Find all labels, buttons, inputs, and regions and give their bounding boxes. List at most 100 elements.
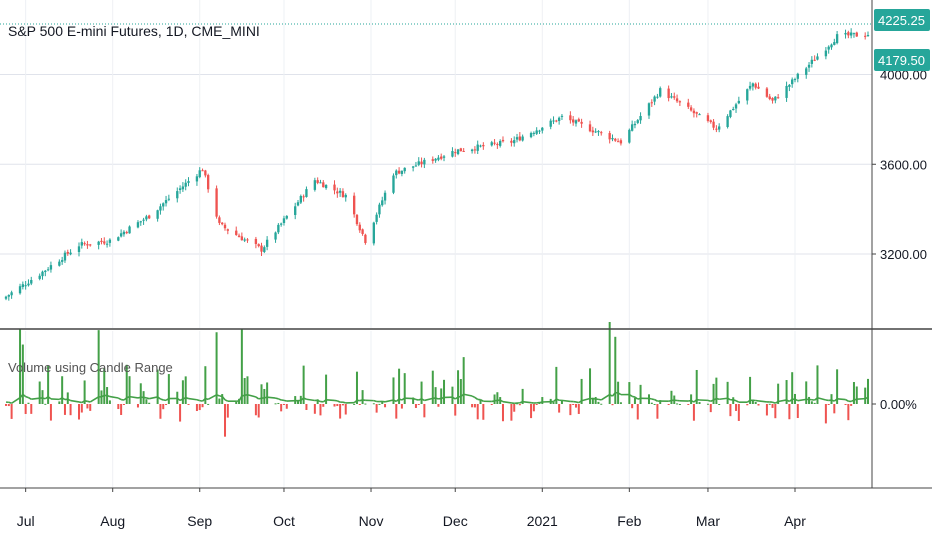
oscillator-average-line bbox=[398, 398, 403, 401]
oscillator-bar bbox=[195, 404, 198, 412]
oscillator-bar bbox=[176, 391, 179, 404]
oscillator-bar bbox=[218, 398, 221, 404]
oscillator-bar bbox=[30, 404, 33, 414]
oscillator-average-line bbox=[47, 396, 52, 400]
oscillator-average-line bbox=[648, 397, 652, 400]
oscillator-bar bbox=[855, 386, 858, 404]
candle-body bbox=[462, 150, 465, 152]
oscillator-bar bbox=[706, 403, 709, 405]
candle-body bbox=[569, 115, 572, 121]
oscillator-average-line bbox=[864, 396, 869, 400]
oscillator-bar bbox=[847, 404, 850, 421]
candle-body bbox=[709, 120, 712, 122]
oscillator-average-line bbox=[244, 393, 248, 397]
candle-body bbox=[572, 119, 575, 123]
candle-body bbox=[235, 230, 238, 235]
candle-body bbox=[470, 149, 474, 152]
oscillator-bar bbox=[184, 376, 187, 404]
candle-body bbox=[650, 102, 653, 104]
candle-body bbox=[501, 139, 505, 142]
oscillator-average-line bbox=[522, 400, 532, 404]
candle-body bbox=[614, 138, 617, 141]
oscillator-bar bbox=[322, 404, 325, 407]
candle-body bbox=[510, 140, 513, 143]
candle-body bbox=[338, 190, 342, 193]
oscillator-average-line bbox=[710, 399, 714, 402]
oscillator-bar bbox=[49, 404, 52, 421]
oscillator-bar bbox=[423, 404, 426, 418]
candle-body bbox=[835, 34, 839, 44]
oscillator-average-line bbox=[856, 397, 866, 400]
candle-body bbox=[156, 210, 159, 219]
oscillator-average-line bbox=[221, 395, 226, 401]
oscillator-bar bbox=[619, 402, 622, 404]
oscillator-bar bbox=[729, 404, 732, 417]
candle-body bbox=[420, 161, 423, 165]
candle-body bbox=[178, 188, 182, 190]
oscillator-average-line bbox=[353, 399, 358, 404]
oscillator-bar bbox=[333, 404, 336, 407]
candle-body bbox=[493, 142, 496, 144]
oscillator-bar bbox=[19, 328, 22, 404]
oscillator-bar bbox=[805, 381, 808, 404]
oscillator-average-line bbox=[28, 396, 32, 400]
oscillator-average-line bbox=[837, 398, 846, 401]
candle-body bbox=[58, 261, 61, 266]
oscillator-average-line bbox=[727, 397, 731, 401]
oscillator-average-line bbox=[690, 399, 695, 403]
candle-body bbox=[754, 83, 757, 88]
oscillator-bar bbox=[530, 404, 533, 419]
oscillator-average-line bbox=[61, 397, 66, 401]
oscillator-average-line bbox=[81, 400, 86, 404]
oscillator-average-line bbox=[637, 397, 641, 400]
candle-body bbox=[125, 232, 128, 234]
oscillator-bar bbox=[364, 403, 367, 405]
candle-body bbox=[324, 184, 328, 189]
x-tick-label: Nov bbox=[359, 513, 384, 529]
oscillator-bar bbox=[280, 404, 283, 412]
oscillator-bar bbox=[414, 404, 417, 408]
candle-body bbox=[240, 236, 244, 241]
candle-body bbox=[100, 240, 103, 243]
oscillator-bar bbox=[355, 371, 358, 404]
oscillator-bar bbox=[78, 404, 81, 420]
candle-body bbox=[692, 110, 696, 114]
oscillator-average-line bbox=[575, 401, 579, 404]
oscillator-bar bbox=[285, 404, 288, 409]
candle-body bbox=[148, 215, 151, 219]
candle-body bbox=[223, 224, 227, 229]
candle-body bbox=[117, 237, 120, 241]
candle-body bbox=[574, 120, 578, 124]
oscillator-bar bbox=[277, 402, 280, 404]
candle-body bbox=[333, 184, 336, 191]
candle-body bbox=[105, 243, 109, 245]
candle-body bbox=[4, 296, 8, 299]
oscillator-average-line bbox=[716, 397, 720, 401]
candle-body bbox=[706, 115, 710, 121]
oscillator-bar bbox=[344, 404, 347, 415]
oscillator-average-line bbox=[58, 397, 63, 401]
candle-body bbox=[718, 126, 721, 130]
oscillator-bar bbox=[384, 404, 387, 408]
oscillator-average-line bbox=[31, 397, 40, 400]
oscillator-bar bbox=[454, 404, 457, 416]
oscillator-average-line bbox=[651, 398, 655, 401]
oscillator-bar bbox=[471, 404, 474, 408]
candle-body bbox=[38, 275, 41, 279]
oscillator-average-line bbox=[758, 400, 768, 403]
candle-body bbox=[164, 200, 168, 204]
candle-body bbox=[378, 204, 381, 215]
candle-body bbox=[89, 244, 92, 246]
oscillator-bar bbox=[518, 404, 521, 406]
oscillator-average-line bbox=[853, 398, 857, 401]
oscillator-average-line bbox=[44, 396, 49, 400]
candle-body bbox=[440, 156, 443, 159]
oscillator-average-line bbox=[207, 394, 217, 401]
oscillator-average-line bbox=[393, 399, 397, 403]
oscillator-bar bbox=[628, 382, 631, 404]
oscillator-bar bbox=[726, 381, 729, 404]
oscillator-average-line bbox=[101, 394, 105, 398]
candle-body bbox=[195, 176, 199, 182]
candle-body bbox=[827, 46, 830, 50]
